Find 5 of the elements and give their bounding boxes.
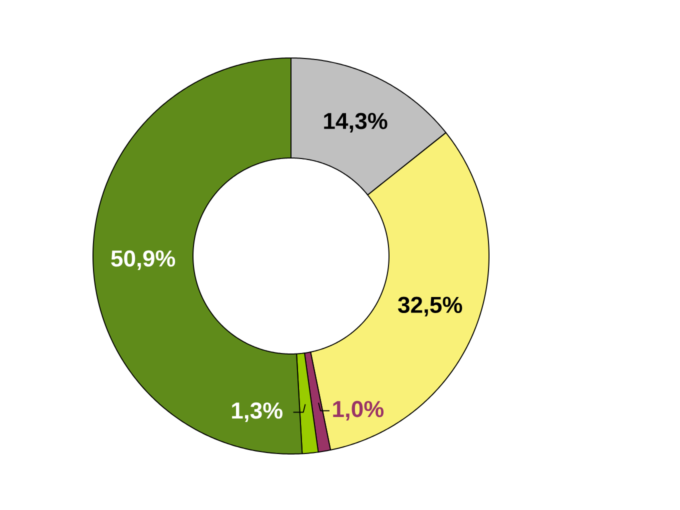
data-label: 14,3%	[324, 112, 388, 132]
data-label: 32,5%	[398, 296, 462, 316]
data-label: 50,9%	[111, 250, 176, 270]
data-label: 1,3%	[232, 402, 282, 422]
data-label: 1,0%	[333, 400, 384, 421]
